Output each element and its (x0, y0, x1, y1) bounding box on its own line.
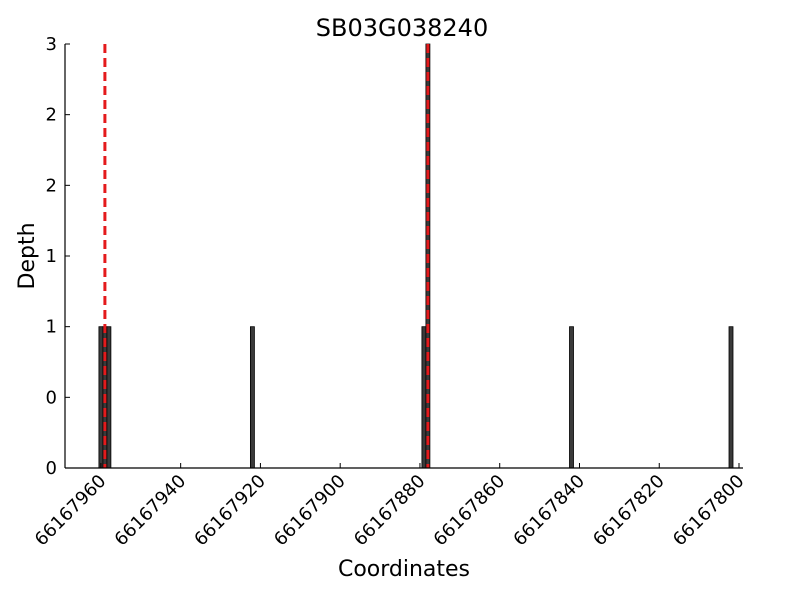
x-tick-label: 66167800 (669, 471, 749, 551)
y-tick-label: 0 (46, 458, 57, 479)
depth-bar (728, 326, 734, 469)
depth-bar (106, 326, 112, 469)
y-tick-label: 2 (46, 105, 57, 126)
y-tick-label: 1 (46, 246, 57, 267)
bars-group (98, 43, 734, 469)
depth-bar (569, 326, 574, 469)
depth-bar (421, 326, 427, 469)
x-tick-label: 66167940 (111, 471, 191, 551)
chart-title: SB03G038240 (316, 14, 488, 42)
y-tick-label: 2 (46, 175, 57, 196)
y-ticks-group: 0 0 1 1 2 2 3 (46, 34, 70, 479)
x-tick-label: 66167960 (31, 471, 111, 551)
x-tick-label: 66167920 (190, 471, 270, 551)
y-tick-label: 1 (46, 317, 57, 338)
x-axis-label: Coordinates (338, 557, 470, 582)
x-tick-label: 66167900 (270, 471, 350, 551)
x-tick-label: 66167820 (589, 471, 669, 551)
x-ticks-group: 66167960 66167940 66167920 66167900 66167880… (31, 463, 749, 550)
x-tick-label: 66167880 (350, 471, 430, 551)
y-axis-label: Depth (15, 222, 40, 289)
reference-lines-group (103, 44, 430, 468)
x-tick-label: 66167840 (509, 471, 589, 551)
y-tick-label: 3 (46, 34, 57, 55)
x-tick-label: 66167860 (430, 471, 510, 551)
axes-group (64, 44, 743, 469)
y-tick-label: 0 (46, 387, 57, 408)
depth-bar (98, 326, 104, 469)
depth-bar (249, 326, 255, 469)
